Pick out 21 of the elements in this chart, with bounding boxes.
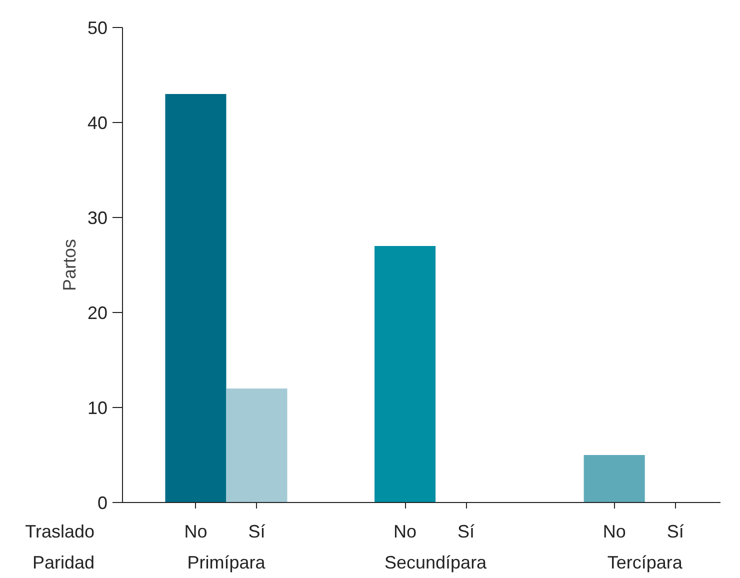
y-tick-label: 10 bbox=[87, 398, 108, 418]
y-tick-label: 30 bbox=[87, 208, 108, 228]
y-tick-label: 50 bbox=[87, 18, 108, 38]
text: Primípara bbox=[187, 552, 266, 572]
x-tick-label: Sí bbox=[666, 522, 684, 542]
y-tick-label: 0 bbox=[97, 493, 108, 513]
y-axis-title: Partos bbox=[59, 238, 80, 292]
text: Paridad bbox=[32, 552, 95, 572]
text: Tercípara bbox=[607, 552, 684, 572]
bar bbox=[374, 246, 436, 502]
text: Traslado bbox=[25, 522, 95, 542]
x-tick-label: No bbox=[394, 522, 417, 542]
y-tick-label: 20 bbox=[87, 303, 108, 323]
y-tick-label: 40 bbox=[87, 113, 108, 133]
bar bbox=[165, 94, 226, 502]
x-tick-label: No bbox=[184, 522, 208, 542]
x-tick-label: Sí bbox=[458, 522, 475, 542]
bar bbox=[584, 455, 645, 502]
x-tick-label: Sí bbox=[248, 522, 266, 542]
x-tick-label: No bbox=[602, 522, 626, 542]
text: Secundípara bbox=[384, 552, 488, 572]
